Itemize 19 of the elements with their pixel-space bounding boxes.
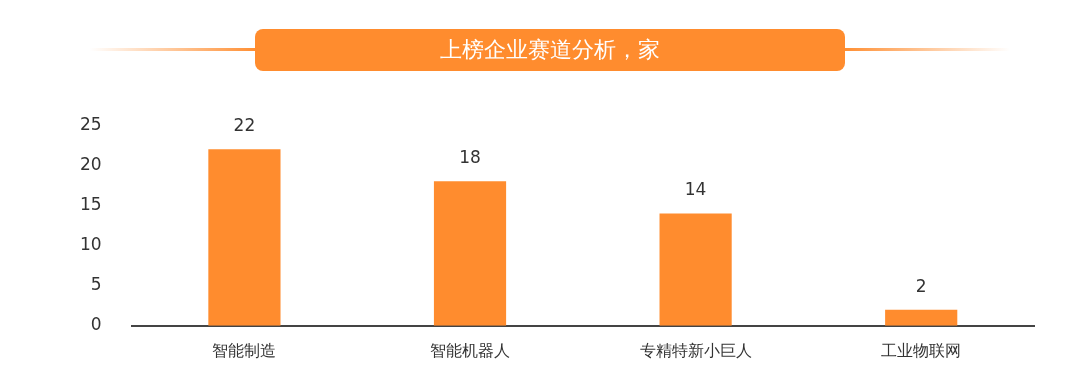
bar xyxy=(208,149,281,326)
bar xyxy=(433,181,507,326)
x-tick-label: 智能制造 xyxy=(212,340,277,360)
y-tick-label: 15 xyxy=(79,193,102,214)
y-tick-label: 20 xyxy=(79,153,102,174)
data-label: 18 xyxy=(459,147,481,168)
data-label: 14 xyxy=(684,179,707,200)
x-tick-label: 工业物联网 xyxy=(881,340,962,360)
bar xyxy=(659,213,732,326)
y-tick-label: 10 xyxy=(79,233,102,254)
bar xyxy=(885,309,958,326)
chart-title: 上榜企业赛道分析，家 xyxy=(255,29,845,71)
data-label: 22 xyxy=(233,115,256,136)
x-tick-label: 智能机器人 xyxy=(430,340,511,360)
x-tick-label: 专精特新小巨人 xyxy=(639,340,752,360)
y-tick-label: 25 xyxy=(79,113,102,134)
y-tick-label: 0 xyxy=(90,314,102,335)
y-tick-label: 5 xyxy=(90,274,102,295)
data-label: 2 xyxy=(915,275,927,296)
